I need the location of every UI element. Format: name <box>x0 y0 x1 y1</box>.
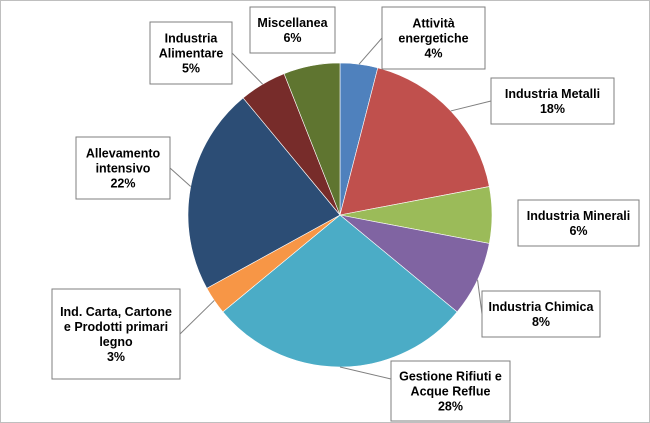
data-label-box <box>381 6 486 70</box>
data-label-name: Alimentare <box>159 47 224 61</box>
pie-slices <box>187 62 493 368</box>
leader-line <box>358 37 383 65</box>
data-label-name: Miscellanea <box>257 16 328 30</box>
data-label-box <box>517 199 640 247</box>
leader-line <box>179 300 215 335</box>
leader-line <box>450 100 492 112</box>
data-label-box <box>390 360 511 422</box>
data-label-percent: 22% <box>110 177 135 191</box>
data-label-percent: 4% <box>424 47 442 61</box>
pie-slice <box>339 67 490 216</box>
data-label-percent: 6% <box>283 31 301 45</box>
data-label-percent: 28% <box>438 400 463 414</box>
data-label-percent: 5% <box>182 62 200 76</box>
data-label-percent: 18% <box>540 102 565 116</box>
data-label-box <box>249 6 336 54</box>
data-label-name: intensivo <box>96 162 151 176</box>
leader-line <box>169 167 192 187</box>
leader-line <box>477 279 483 315</box>
data-label-name: Ind. Carta, Cartone <box>60 305 172 319</box>
data-label-name: Acque Reflue <box>411 385 491 399</box>
data-label-box <box>481 290 601 338</box>
data-label-box <box>149 21 233 85</box>
leader-lines <box>169 37 492 380</box>
data-label-name: Industria <box>165 32 219 46</box>
data-label-name: Allevamento <box>86 147 161 161</box>
data-label-percent: 8% <box>532 315 550 329</box>
data-label-box <box>490 77 615 125</box>
pie-slice <box>187 97 341 289</box>
data-label-name: Industria Chimica <box>489 300 595 314</box>
data-label-percent: 3% <box>107 350 125 364</box>
data-label-name: Industria Minerali <box>527 209 631 223</box>
data-label-name: Industria Metalli <box>505 87 600 101</box>
data-label-name: energetiche <box>398 32 468 46</box>
data-label-name: legno <box>99 335 133 349</box>
data-label-name: e Prodotti primari <box>64 320 168 334</box>
data-label-box <box>75 136 171 200</box>
data-label-box <box>51 288 181 380</box>
data-label-name: Gestione Rifiuti e <box>399 370 502 384</box>
pie-slice <box>283 62 341 216</box>
leader-line <box>339 366 392 380</box>
data-label-percent: 6% <box>569 224 587 238</box>
data-label-name: Attività <box>412 17 454 31</box>
pie-slice <box>222 214 458 368</box>
leader-line <box>231 52 263 85</box>
